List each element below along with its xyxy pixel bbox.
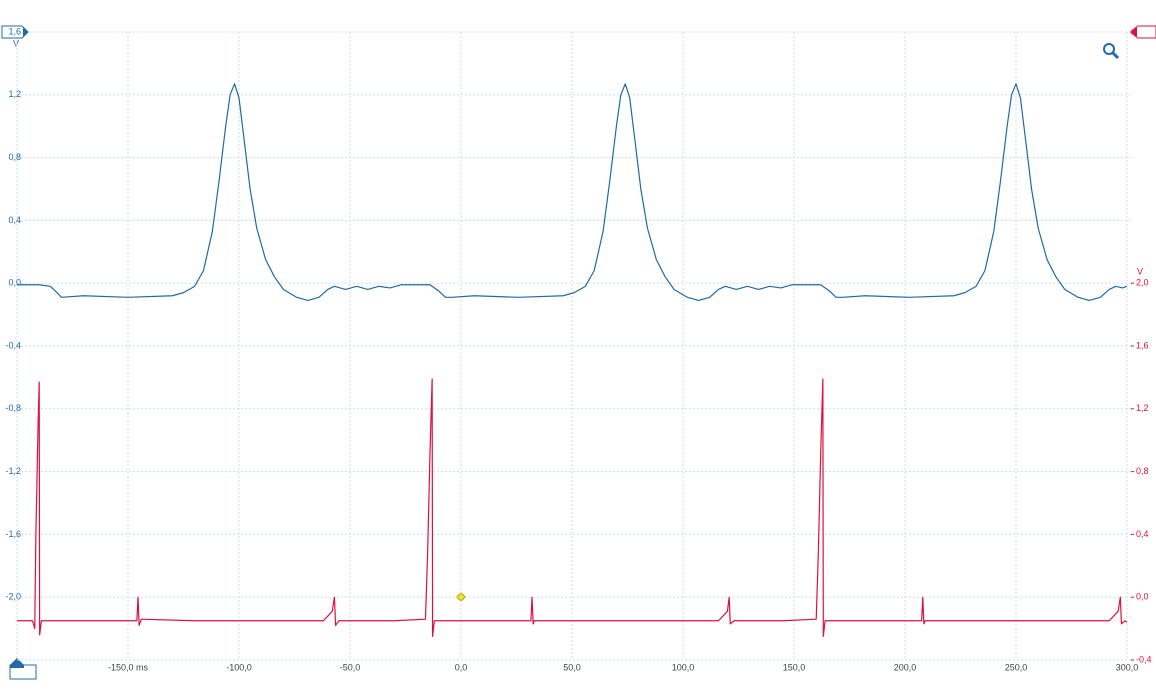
y2-tick-label: 2,0 [1136,278,1149,288]
y2-tick-label: 0,8 [1136,466,1149,476]
zoom-handle [1111,51,1120,60]
y2-tick-label: -0,4 [1136,654,1152,664]
x-tick-label: 150,0 [783,662,806,672]
y-tick-label: 0,4 [8,215,21,225]
y2-tick-label: 1,2 [1136,403,1149,413]
trace [17,378,1128,638]
y-tick-label: 0,8 [8,152,21,162]
y2-tick-label: 1,6 [1136,340,1149,350]
x-tick-label: -150,0 ms [108,662,149,672]
trace [17,83,1128,302]
y2-unit: V [1137,266,1143,276]
y-tick-label: -2,0 [5,592,21,602]
y2-scale-arrow [1131,27,1137,37]
y-tick-label: 1,6 [8,26,21,36]
y2-tick-label: 0,0 [1136,592,1149,602]
x-tick-label: 100,0 [672,662,695,672]
y-tick-label: 0,0 [8,278,21,288]
x-tick-label: 200,0 [894,662,917,672]
x-tick-label: 50,0 [563,662,581,672]
zoom-icon[interactable] [1103,43,1120,60]
x-tick-label: 0,0 [455,662,468,672]
y-tick-label: -0,8 [5,403,21,413]
y-tick-label: -1,2 [5,466,21,476]
x-tick-label: 250,0 [1005,662,1028,672]
y-unit: V [13,38,19,48]
y-tick-label: -0,4 [5,340,21,350]
y-tick-label: 1,2 [8,89,21,99]
zoom-lens [1103,43,1115,55]
axis-marker-frame [9,664,37,680]
y2-tick-label: 0,4 [1136,529,1149,539]
y-scale-arrow [23,27,28,37]
y-tick-label: -1,6 [5,529,21,539]
x-tick-label: 300,0 [1116,662,1139,672]
x-tick-label: -100,0 [226,662,252,672]
x-tick-label: -50,0 [340,662,361,672]
